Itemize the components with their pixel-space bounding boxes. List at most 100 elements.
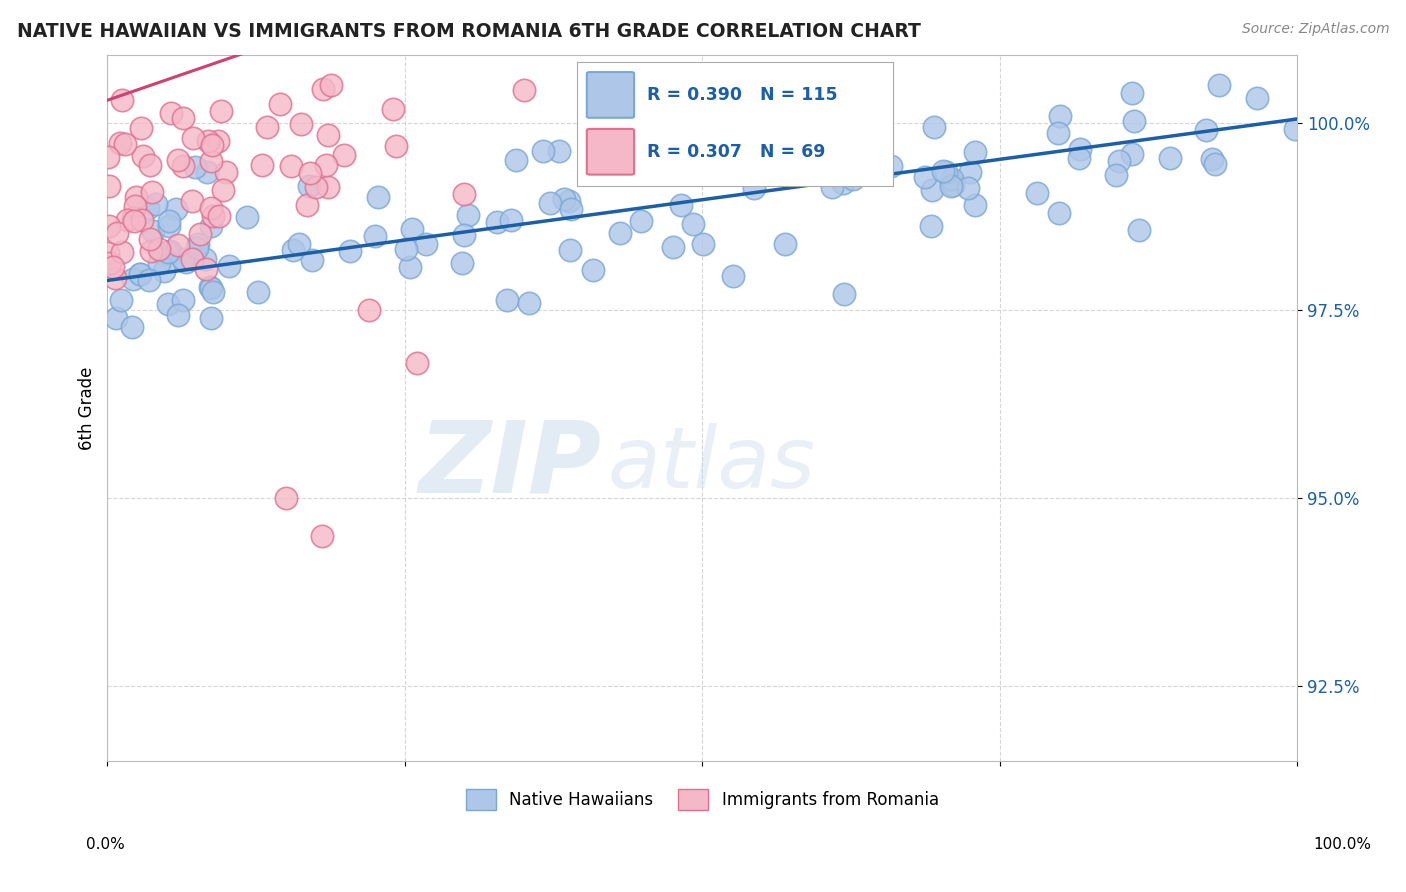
- Point: [160, 106, 183, 120]
- Point: [167, 153, 190, 168]
- Point: [218, 259, 240, 273]
- Point: [200, 281, 222, 295]
- Point: [298, 178, 321, 193]
- Point: [547, 144, 569, 158]
- Point: [167, 238, 190, 252]
- Point: [183, 160, 205, 174]
- Point: [690, 160, 713, 174]
- Point: [311, 529, 333, 543]
- Point: [1108, 153, 1130, 168]
- Point: [1121, 147, 1143, 161]
- Point: [157, 213, 180, 227]
- Point: [1069, 151, 1091, 165]
- Point: [692, 236, 714, 251]
- Point: [97, 150, 120, 164]
- Point: [773, 236, 796, 251]
- Legend: Native Hawaiians, Immigrants from Romania: Native Hawaiians, Immigrants from Romani…: [460, 782, 945, 816]
- Point: [156, 297, 179, 311]
- Point: [956, 181, 979, 195]
- Point: [97, 246, 120, 260]
- Point: [558, 194, 581, 209]
- Point: [194, 252, 217, 266]
- Point: [121, 211, 143, 225]
- Point: [1128, 223, 1150, 237]
- Point: [321, 78, 343, 92]
- Point: [922, 120, 945, 135]
- Point: [187, 236, 209, 251]
- Point: [274, 491, 297, 506]
- Point: [914, 170, 936, 185]
- Point: [609, 227, 631, 241]
- Point: [111, 245, 134, 260]
- Point: [138, 231, 160, 245]
- Point: [364, 229, 387, 244]
- Point: [395, 242, 418, 256]
- Point: [148, 256, 170, 270]
- Point: [197, 134, 219, 148]
- Point: [381, 102, 404, 116]
- Point: [932, 164, 955, 178]
- Point: [1049, 109, 1071, 123]
- Point: [686, 163, 709, 178]
- Point: [200, 219, 222, 233]
- Point: [501, 213, 523, 227]
- Point: [669, 197, 692, 211]
- Point: [152, 247, 174, 261]
- Point: [1046, 126, 1069, 140]
- Point: [538, 196, 561, 211]
- Point: [842, 172, 865, 186]
- Point: [333, 148, 356, 162]
- Point: [159, 244, 181, 258]
- Text: 100.0%: 100.0%: [1313, 838, 1372, 852]
- Point: [122, 214, 145, 228]
- Point: [560, 202, 582, 216]
- Point: [100, 256, 122, 270]
- Point: [832, 286, 855, 301]
- Point: [115, 213, 138, 227]
- Point: [111, 93, 134, 107]
- Point: [1121, 86, 1143, 100]
- Point: [114, 137, 136, 152]
- Point: [145, 197, 167, 211]
- Point: [122, 272, 145, 286]
- Point: [200, 311, 222, 326]
- Point: [101, 260, 124, 274]
- Point: [148, 242, 170, 256]
- Point: [1025, 186, 1047, 201]
- Point: [98, 178, 121, 193]
- Point: [405, 356, 427, 370]
- Point: [207, 134, 229, 148]
- Point: [280, 159, 302, 173]
- Point: [281, 243, 304, 257]
- Point: [153, 264, 176, 278]
- Point: [157, 244, 180, 259]
- Point: [517, 296, 540, 310]
- Point: [124, 189, 146, 203]
- Point: [367, 189, 389, 203]
- Point: [744, 181, 766, 195]
- Point: [186, 241, 208, 255]
- Point: [288, 237, 311, 252]
- Point: [129, 121, 152, 136]
- Text: ZIP: ZIP: [418, 416, 602, 513]
- Point: [172, 159, 194, 173]
- Point: [496, 293, 519, 308]
- Point: [1047, 206, 1070, 220]
- Point: [1204, 157, 1226, 171]
- Point: [301, 252, 323, 267]
- Point: [451, 255, 474, 269]
- Point: [682, 217, 704, 231]
- Point: [209, 104, 232, 119]
- Point: [662, 240, 685, 254]
- Point: [201, 210, 224, 224]
- Point: [1105, 169, 1128, 183]
- Point: [835, 124, 858, 138]
- Point: [129, 267, 152, 281]
- Point: [269, 97, 291, 112]
- Text: Source: ZipAtlas.com: Source: ZipAtlas.com: [1241, 22, 1389, 37]
- Point: [305, 180, 328, 194]
- Point: [588, 150, 610, 164]
- Point: [174, 255, 197, 269]
- Point: [132, 149, 155, 163]
- Point: [942, 178, 965, 192]
